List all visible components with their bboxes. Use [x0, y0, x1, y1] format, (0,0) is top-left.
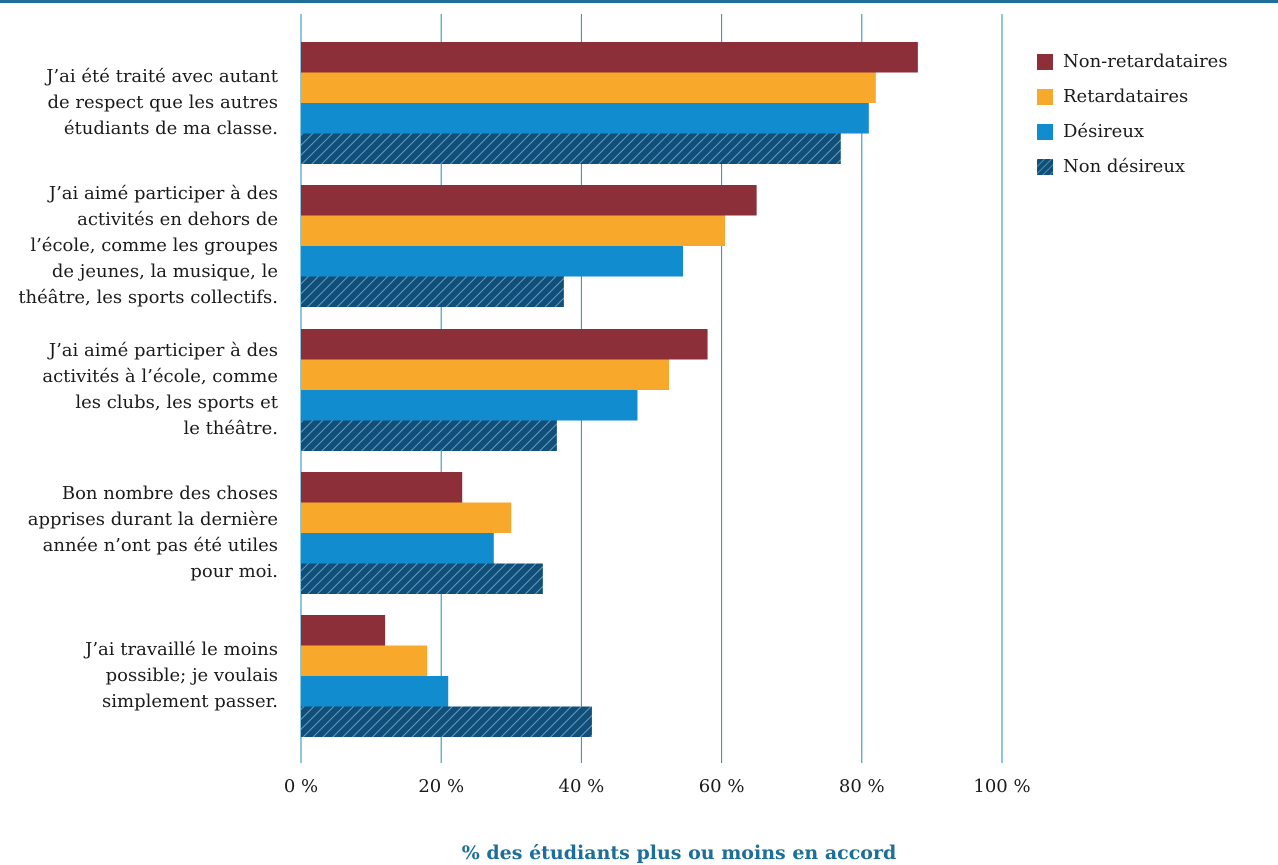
- bar-non-retardataires-1: [301, 185, 757, 216]
- bar-non-d-sireux-4: [301, 706, 592, 737]
- bar-non-retardataires-0: [301, 42, 918, 73]
- bar-retardataires-3: [301, 502, 512, 533]
- category-label-line: simplement passer.: [102, 691, 278, 712]
- legend-item: Retardataires: [1037, 79, 1228, 114]
- category-label-line: possible; je voulais: [105, 665, 278, 686]
- x-tick-label: 20 %: [418, 776, 465, 797]
- category-label-line: le théâtre.: [183, 418, 278, 439]
- bar-non-d-sireux-1: [301, 276, 564, 307]
- bar-retardataires-2: [301, 359, 670, 390]
- category-label-line: de jeunes, la musique, le: [51, 261, 278, 282]
- x-tick-label: 80 %: [838, 776, 885, 797]
- legend-label: Non désireux: [1063, 156, 1186, 177]
- category-label-line: l’école, comme les groupes: [30, 235, 278, 256]
- top-rule: [0, 0, 1278, 3]
- category-label-line: J’ai travaillé le moins: [85, 639, 278, 660]
- category-label: Bon nombre des choses apprises durant la …: [8, 481, 278, 585]
- x-tick-label: 60 %: [698, 776, 745, 797]
- legend-swatch: [1037, 123, 1053, 140]
- bar-non-d-sireux-2: [301, 420, 557, 451]
- category-label: J’ai été traité avec autant de respect qu…: [8, 64, 278, 142]
- category-label-line: J’ai été traité avec autant: [46, 66, 278, 87]
- category-label-line: activités en dehors de: [77, 209, 278, 230]
- category-label-line: apprises durant la dernière: [27, 509, 278, 530]
- legend-item: Désireux: [1037, 114, 1228, 149]
- bar-retardataires-1: [301, 215, 726, 246]
- bar-d-sireux-1: [301, 246, 684, 277]
- bar-non-retardataires-2: [301, 329, 708, 360]
- legend-swatch: [1037, 158, 1053, 175]
- category-label-line: de respect que les autres: [47, 92, 278, 113]
- bar-retardataires-4: [301, 645, 428, 676]
- bar-non-d-sireux-0: [301, 133, 841, 164]
- legend: Non-retardataires Retardataires Désireux No…: [1037, 44, 1228, 184]
- bars: [301, 42, 918, 737]
- category-label-line: J’ai aimé participer à des: [48, 183, 278, 204]
- bar-retardataires-0: [301, 72, 876, 103]
- x-tick-label: 40 %: [558, 776, 605, 797]
- legend-label: Non-retardataires: [1063, 51, 1228, 72]
- category-label-line: les clubs, les sports et: [75, 392, 278, 413]
- bar-non-retardataires-4: [301, 615, 386, 646]
- bar-d-sireux-0: [301, 103, 869, 134]
- x-tick-label: 0 %: [283, 776, 319, 797]
- category-label-line: activités à l’école, comme: [42, 366, 278, 387]
- x-axis-title: % des étudiants plus ou moins en accord: [461, 842, 897, 864]
- category-label-line: J’ai aimé participer à des: [48, 340, 278, 361]
- category-label-line: étudiants de ma classe.: [63, 118, 278, 139]
- category-label-line: pour moi.: [190, 561, 278, 582]
- bar-non-retardataires-3: [301, 472, 463, 503]
- bar-d-sireux-3: [301, 533, 494, 564]
- category-label-line: Bon nombre des choses: [61, 483, 278, 504]
- category-label: J’ai aimé participer à des activités en d…: [8, 181, 278, 311]
- legend-item: Non désireux: [1037, 149, 1228, 184]
- category-label: J’ai aimé participer à des activités à l’…: [8, 338, 278, 442]
- legend-item: Non-retardataires: [1037, 44, 1228, 79]
- bar-d-sireux-4: [301, 676, 449, 707]
- x-tick-label: 100 %: [973, 776, 1031, 797]
- legend-label: Retardataires: [1063, 86, 1189, 107]
- category-label-line: année n’ont pas été utiles: [42, 535, 278, 556]
- legend-swatch: [1037, 88, 1053, 105]
- legend-label: Désireux: [1063, 121, 1145, 142]
- category-label: J’ai travaillé le moins possible; je voul…: [8, 637, 278, 715]
- category-label-line: théâtre, les sports collectifs.: [18, 287, 278, 308]
- bar-non-d-sireux-3: [301, 563, 543, 594]
- bar-d-sireux-2: [301, 390, 638, 421]
- legend-swatch: [1037, 53, 1053, 70]
